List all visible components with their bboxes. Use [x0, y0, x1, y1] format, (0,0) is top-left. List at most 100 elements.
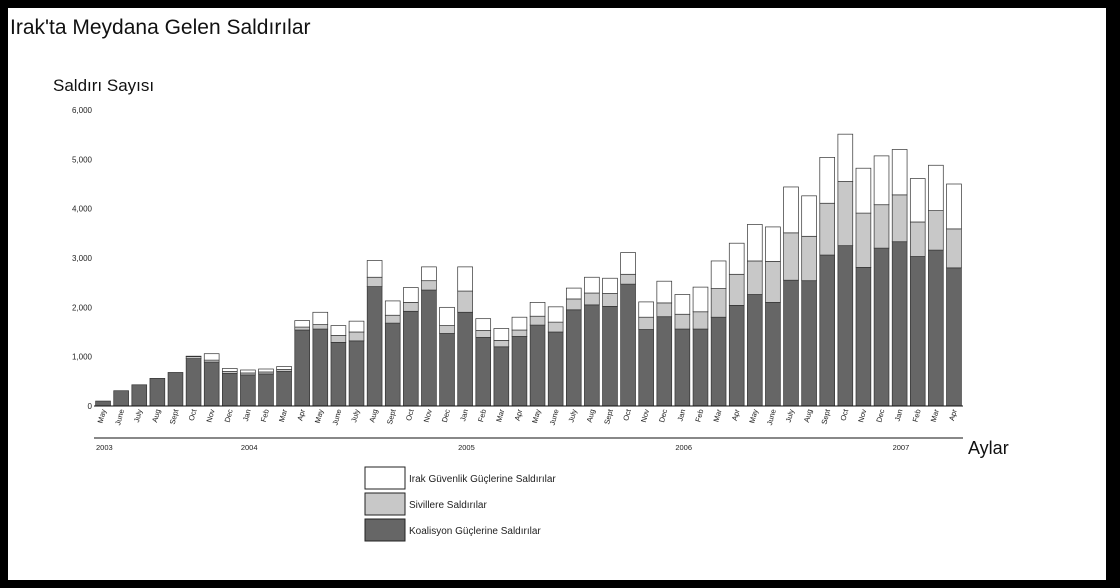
y-tick-label: 4,000: [72, 205, 93, 214]
bar-segment: [348, 340, 365, 407]
bar-segment: [584, 276, 600, 294]
bar-segment: [547, 331, 564, 407]
bar-segment: [674, 328, 691, 407]
bar-segment: [928, 164, 944, 211]
legend: Irak Güvenlik Güçlerine Saldırılar Sivill…: [364, 466, 556, 542]
bar-segment: [294, 320, 310, 328]
x-tick-label: Dec: [440, 408, 452, 423]
year-label: 2006: [675, 443, 692, 452]
bar-segment: [692, 311, 709, 330]
bar-segment: [692, 286, 709, 313]
bar-segment: [403, 310, 419, 407]
bar-segment: [855, 212, 872, 268]
chart-title: Irak'ta Meydana Gelen Saldırılar: [10, 16, 311, 39]
bar-segment: [728, 305, 745, 407]
bar-segment: [783, 232, 799, 281]
legend-swatch: [364, 518, 406, 542]
bar-segment: [747, 224, 763, 262]
bar-segment: [421, 266, 437, 282]
bar-segment: [348, 331, 365, 342]
legend-label: Sivillere Saldırılar: [409, 500, 487, 511]
bar-segment: [222, 373, 238, 407]
bar-segment: [873, 155, 890, 206]
bar-segment: [457, 290, 473, 313]
y-tick-label: 2,000: [72, 303, 93, 312]
bar-segment: [873, 247, 890, 407]
bar-segment: [95, 400, 111, 407]
bar-segment: [167, 372, 184, 407]
bar-segment: [457, 311, 473, 407]
x-tick-label: Nov: [422, 408, 434, 423]
bar-segment: [819, 254, 835, 407]
x-tick-label: May: [313, 408, 325, 424]
bar-segment: [222, 368, 238, 372]
bar-segment: [113, 390, 129, 407]
bar-segment: [873, 204, 890, 249]
x-tick-label: Mar: [929, 408, 941, 423]
bar-segment: [240, 369, 256, 374]
bar-segment: [638, 329, 654, 407]
bar-segment: [312, 311, 329, 325]
bar-segment: [475, 318, 492, 331]
y-tick-label: 0: [88, 402, 93, 411]
bar-segment: [620, 273, 636, 285]
bar-segment: [801, 280, 817, 407]
bar-segment: [421, 289, 437, 407]
bar-segment: [638, 301, 654, 318]
x-tick-label: Jan: [893, 408, 905, 422]
y-axis-ticks: 0 1,000 2,000 3,000 4,000 5,000 6,000: [72, 106, 93, 411]
x-tick-label: Sept: [385, 407, 398, 425]
x-tick-label: Mar: [494, 408, 506, 423]
bar-segment: [439, 333, 455, 407]
x-tick-label: Jan: [675, 408, 687, 422]
bar-segment: [185, 358, 202, 407]
x-tick-label: Nov: [856, 408, 868, 423]
bar-segment: [439, 325, 455, 334]
bar-segment: [747, 260, 763, 295]
bar-segment: [294, 329, 310, 407]
bar-segment: [511, 336, 528, 407]
year-label: 2004: [241, 443, 258, 452]
bar-segment: [747, 294, 763, 407]
x-axis-label: Aylar: [968, 438, 1009, 458]
x-tick-label: May: [747, 408, 759, 424]
bar-segment: [909, 256, 926, 407]
bar-segment: [801, 235, 817, 282]
bar-segment: [565, 287, 582, 300]
bar-segment: [928, 249, 944, 407]
x-tick-label: Nov: [639, 408, 651, 423]
x-axis-month-labels: May June July Aug Sept Oct Nov Dec Jan Feb Mar Apr M…: [96, 407, 959, 426]
bar-segment: [312, 328, 329, 407]
x-tick-label: Nov: [204, 408, 216, 423]
bar-segment: [819, 202, 835, 256]
x-tick-label: Aug: [367, 408, 379, 423]
bar-segment: [493, 328, 510, 341]
bar-segment: [656, 280, 673, 304]
x-tick-label: Apr: [730, 408, 742, 422]
bar-segment: [837, 133, 854, 182]
x-tick-label: June: [765, 408, 778, 426]
y-tick-label: 5,000: [72, 155, 93, 164]
year-label: 2005: [458, 443, 475, 452]
bar-segment: [656, 302, 673, 318]
x-tick-label: Apr: [513, 408, 525, 422]
bar-segment: [674, 313, 691, 330]
x-tick-label: Jan: [241, 408, 253, 422]
bar-segment: [276, 371, 292, 407]
bar-segment: [584, 304, 600, 407]
y-tick-label: 6,000: [72, 106, 93, 115]
bar-segment: [493, 346, 510, 407]
bar-segment: [656, 316, 673, 407]
x-tick-label: Aug: [802, 408, 814, 423]
bar-segment: [330, 325, 347, 336]
x-tick-label: June: [548, 408, 561, 426]
bar-segment: [783, 186, 799, 234]
y-tick-label: 3,000: [72, 254, 93, 263]
legend-swatch: [364, 492, 406, 516]
x-tick-label: Feb: [693, 408, 705, 423]
bar-segment: [801, 195, 817, 237]
bar-segment: [855, 267, 872, 407]
x-tick-label: Feb: [911, 408, 923, 423]
bar-segment: [421, 280, 437, 291]
bar-segment: [529, 324, 546, 407]
